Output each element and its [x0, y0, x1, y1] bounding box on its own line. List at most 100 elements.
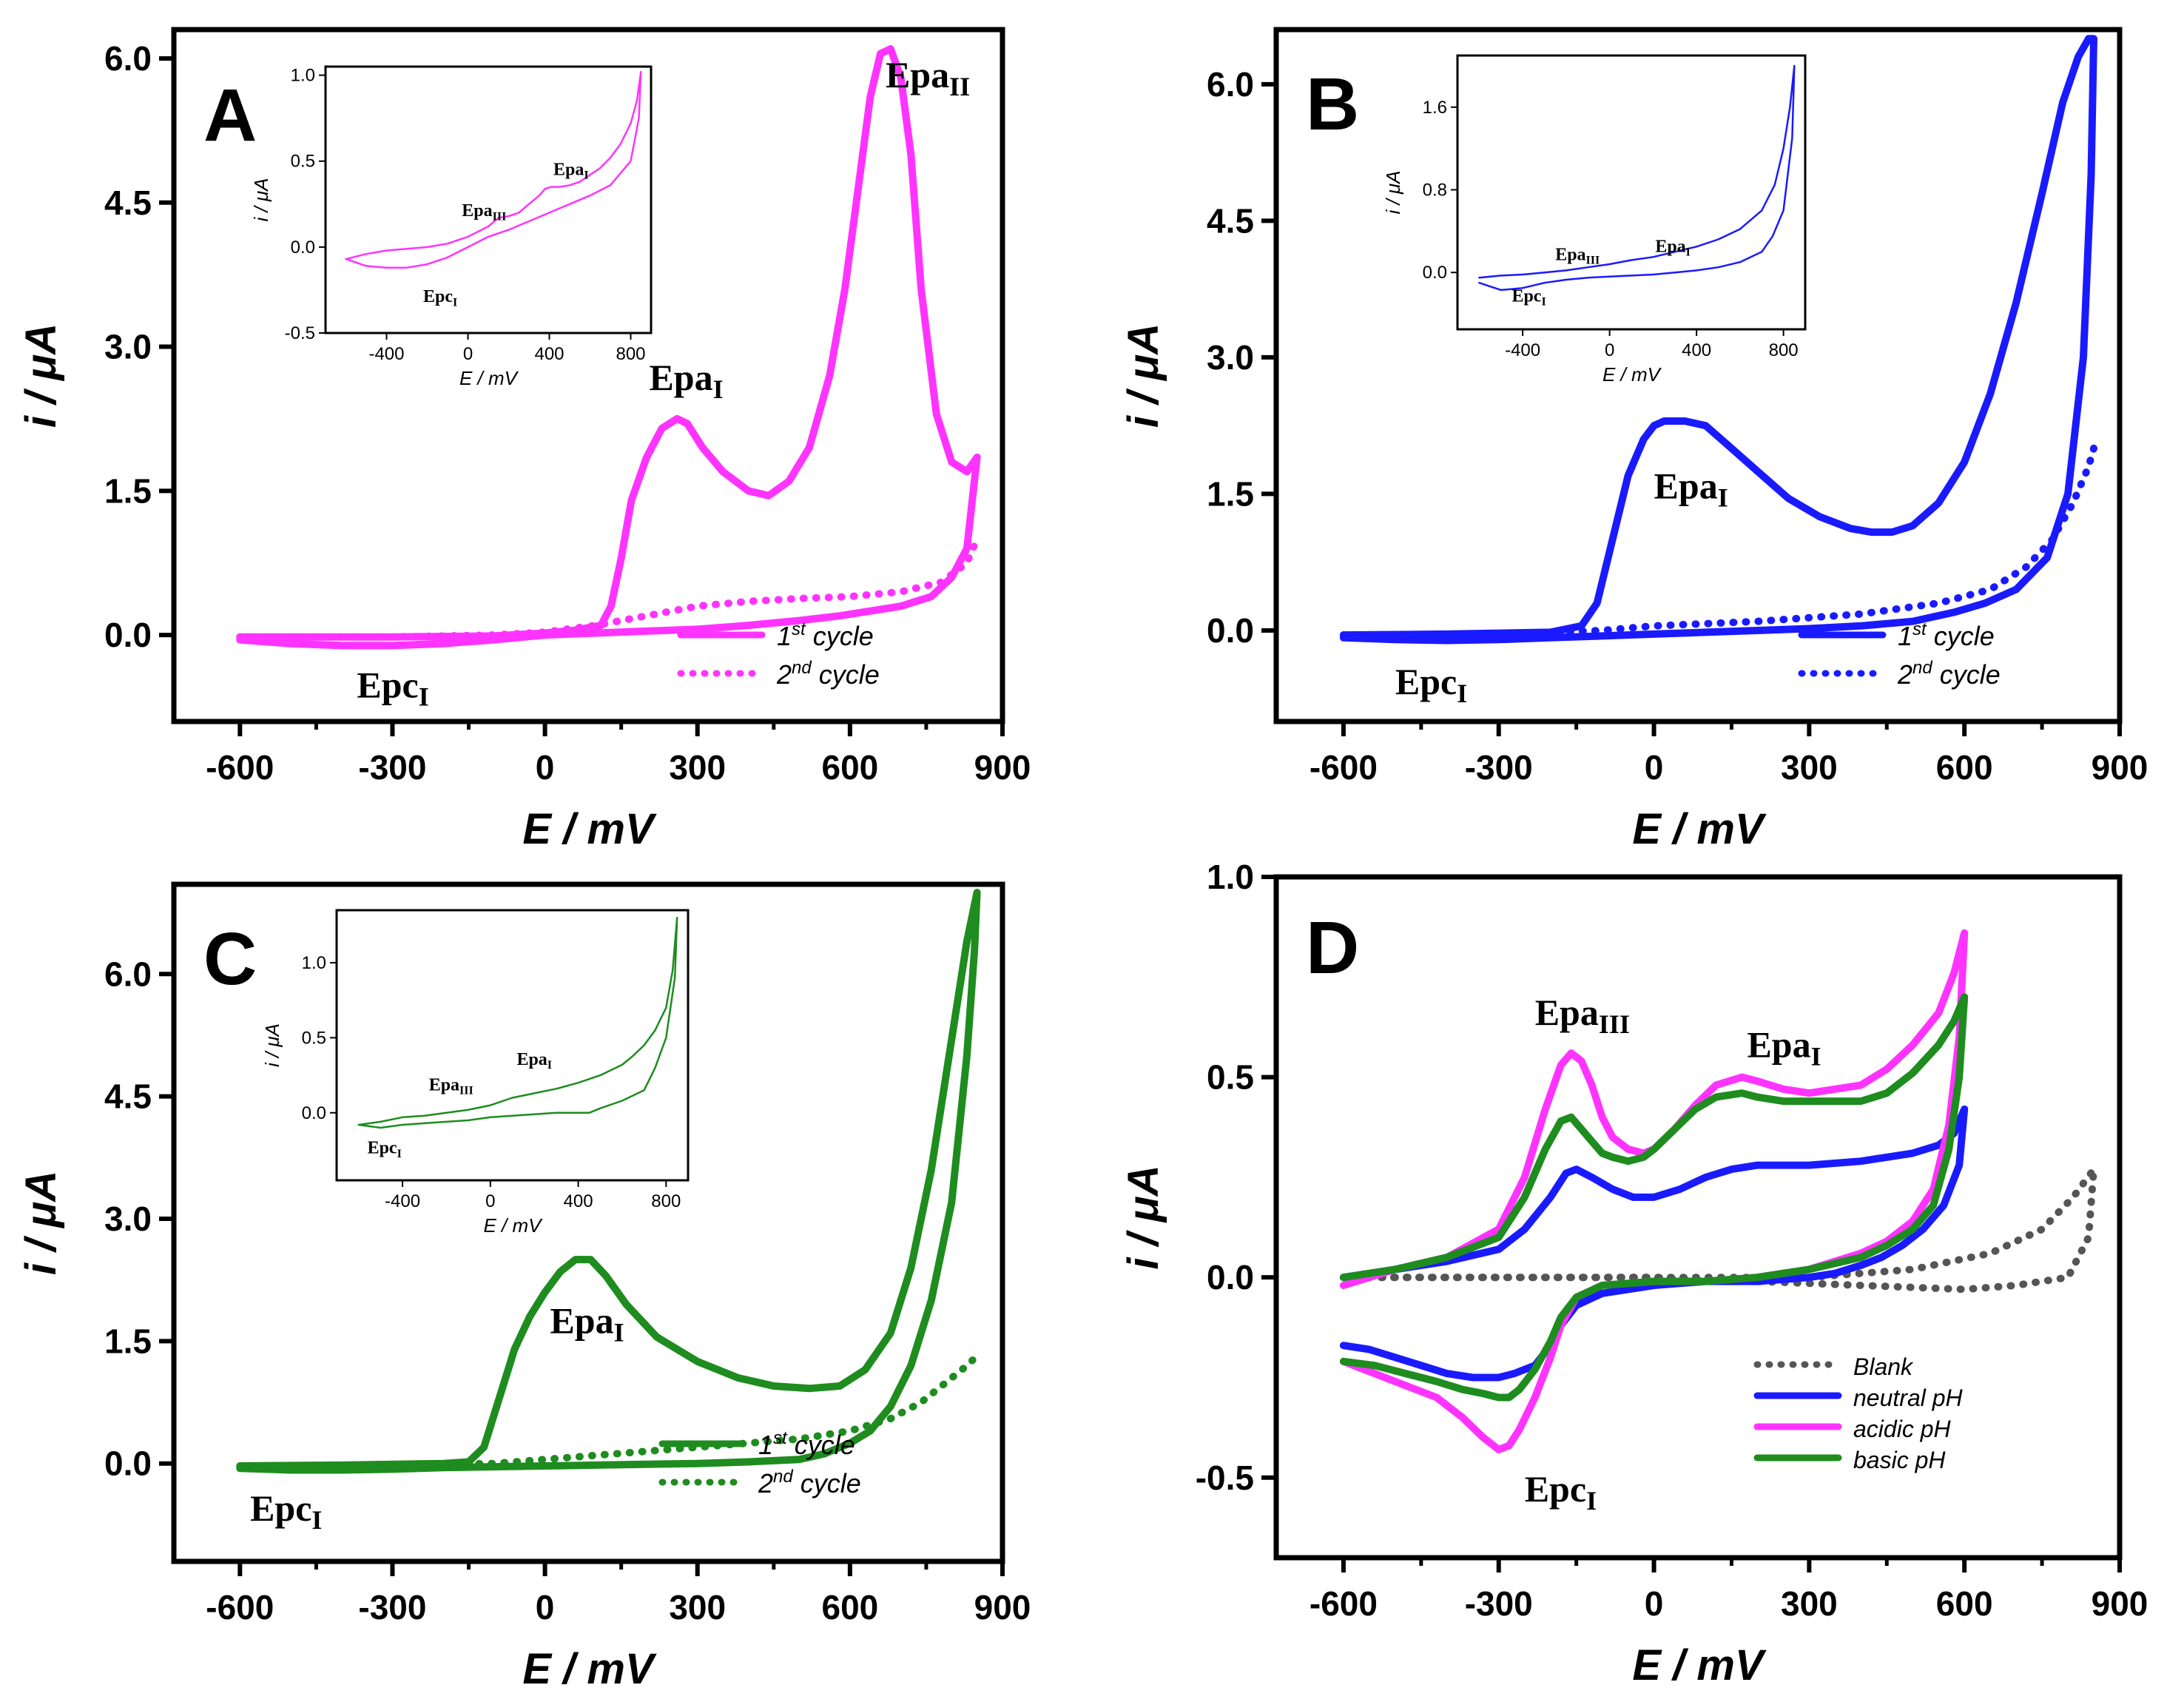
inset-frame — [324, 65, 653, 334]
inset-series-line — [357, 916, 678, 1129]
x-tick-label: -600 — [206, 1588, 274, 1627]
y-tick-label: 4.5 — [104, 1077, 152, 1116]
inset-peak-label-Epa-I: EpaI — [553, 160, 589, 181]
inset-x-tick-label: 400 — [564, 1191, 593, 1211]
inset-series-line — [1478, 64, 1796, 292]
x-axis-title: E / mV — [522, 1645, 657, 1693]
plot-frame — [1273, 27, 2123, 724]
x-tick-label: 900 — [974, 1588, 1031, 1627]
y-tick-label: 0.0 — [104, 1444, 152, 1483]
peak-label-Epa-I: EpaI — [1654, 465, 1728, 513]
series-line-1st-cycle — [236, 45, 981, 650]
inset-y-axis-title: i / μA — [1382, 170, 1404, 214]
inset-y-tick-label: 1.6 — [1423, 98, 1447, 118]
y-tick-label: 6.0 — [104, 955, 152, 993]
inset-peak-label-Epa-I: EpaI — [1655, 237, 1691, 258]
y-axis-title: i / μA — [17, 323, 65, 428]
inset-y-axis-title: i / μA — [250, 178, 272, 221]
inset-plot: -400 0 400 800 0.0 0.8 1.6 E / mV i / μA EpaI EpaI… — [1382, 54, 1807, 386]
x-tick-label: 600 — [1936, 1584, 1993, 1623]
y-tick-label: -0.5 — [1196, 1459, 1254, 1497]
inset-x-tick-label: -400 — [385, 1191, 420, 1211]
inset-x-tick-label: -400 — [1505, 340, 1540, 360]
peak-label-Epa-I: EpaI — [649, 357, 723, 404]
y-axis-title: i / μA — [17, 1171, 65, 1275]
x-tick-label: -600 — [1310, 1584, 1378, 1623]
inset-x-axis-title: E / mV — [1602, 363, 1662, 386]
x-tick-label: 0 — [1645, 1584, 1664, 1623]
x-tick-label: 0 — [1645, 748, 1664, 787]
series-line-2nd-cycle — [236, 535, 981, 641]
inset-x-axis-title: E / mV — [459, 367, 519, 389]
inset-plot: -400 0 400 800 0.0 0.5 1.0 E / mV i / μA EpaI EpaI… — [261, 909, 690, 1237]
x-tick-label: 300 — [1781, 748, 1838, 787]
x-tick-label: -600 — [1310, 748, 1378, 787]
panel-D: -600 -300 0 300 600 900 -0.5 0.0 0.5 1.0 E / mV i /… — [1119, 858, 2148, 1689]
inset-x-tick-label: 800 — [616, 344, 645, 364]
inset-x-axis-title: E / mV — [483, 1214, 543, 1237]
peak-label-Epc-I: EpcI — [250, 1487, 322, 1535]
x-tick-label: -300 — [1465, 1584, 1533, 1623]
inset-peak-label-Epc-I: EpcI — [1511, 286, 1546, 308]
panel-letter: C — [203, 918, 257, 1000]
inset-y-tick-label: 1.0 — [291, 66, 315, 86]
inset-y-tick-label: 0.5 — [302, 1028, 326, 1048]
y-tick-label: 0.0 — [104, 616, 152, 654]
inset-y-tick-label: 0.8 — [1423, 181, 1447, 201]
y-tick-label: 3.0 — [104, 1200, 152, 1238]
legend-label: neutral pH — [1853, 1385, 1964, 1411]
inset-x-tick-label: -400 — [368, 344, 404, 364]
inset-x-tick-label: 400 — [534, 344, 564, 364]
inset-x-tick-label: 400 — [1682, 340, 1711, 360]
y-tick-label: 3.0 — [1207, 338, 1254, 377]
inset-frame — [1456, 54, 1807, 331]
series-line-1st-cycle — [236, 889, 981, 1474]
legend-label: 2nd cycle — [1897, 658, 2001, 690]
x-tick-label: 600 — [821, 1588, 878, 1627]
y-tick-label: 1.5 — [1207, 474, 1254, 513]
inset-y-tick-label: 0.5 — [291, 152, 315, 172]
series-line-acidic-pH — [1339, 929, 1969, 1453]
inset-frame — [335, 909, 690, 1182]
x-tick-label: 900 — [2092, 748, 2148, 787]
x-tick-label: -300 — [358, 1588, 426, 1627]
inset-plot: -400 0 400 800 -0.5 0.0 0.5 1.0 E / mV i / μA EpaI… — [250, 65, 653, 389]
x-tick-label: 900 — [2092, 1584, 2148, 1623]
panel-letter: D — [1306, 906, 1359, 989]
peak-label-Epa-III: EpaIII — [1535, 992, 1630, 1039]
plot-frame — [171, 27, 1005, 724]
peak-label-Epc-I: EpcI — [357, 665, 428, 712]
inset-x-tick-label: 0 — [463, 344, 473, 364]
x-tick-label: 600 — [1936, 748, 1993, 787]
x-tick-label: 0 — [536, 748, 555, 787]
x-axis-title: E / mV — [1632, 805, 1767, 853]
inset-y-tick-label: 0.0 — [291, 238, 315, 258]
legend-label: Blank — [1853, 1353, 1914, 1380]
legend: 1st cycle 2nd cycle — [658, 1428, 861, 1498]
plot-frame — [1273, 874, 2123, 1561]
x-tick-label: 300 — [1781, 1584, 1838, 1623]
inset-y-tick-label: 1.0 — [302, 953, 326, 973]
y-tick-label: 6.0 — [1207, 65, 1254, 104]
inset-x-tick-label: 0 — [1605, 340, 1614, 360]
x-tick-label: 300 — [669, 748, 726, 787]
inset-y-axis-title: i / μA — [261, 1023, 283, 1067]
y-tick-label: 0.0 — [1207, 611, 1254, 650]
panel-letter: A — [203, 74, 257, 157]
x-axis-title: E / mV — [1632, 1641, 1767, 1689]
y-tick-label: 4.5 — [1207, 201, 1254, 240]
inset-y-tick-label: 0.0 — [1423, 263, 1447, 283]
y-tick-label: 1.0 — [1207, 858, 1254, 896]
peak-label-Epa-I: EpaI — [550, 1299, 624, 1347]
panel-B: -600 -300 0 300 600 900 0.0 1.5 3.0 4.5 6.0 E / mV i… — [1119, 27, 2148, 853]
inset-x-tick-label: 800 — [1769, 340, 1799, 360]
inset-peak-label-Epc-I: EpcI — [423, 287, 457, 309]
x-axis-title: E / mV — [522, 805, 657, 853]
y-tick-label: 4.5 — [104, 184, 152, 222]
y-tick-label: 6.0 — [104, 39, 152, 78]
legend: Blank neutral pH acidic pH basic pH — [1753, 1353, 1964, 1473]
legend-label: basic pH — [1853, 1447, 1946, 1473]
y-tick-label: 0.0 — [1207, 1258, 1254, 1296]
inset-y-tick-label: 0.0 — [302, 1103, 326, 1123]
x-tick-label: -300 — [358, 748, 426, 787]
